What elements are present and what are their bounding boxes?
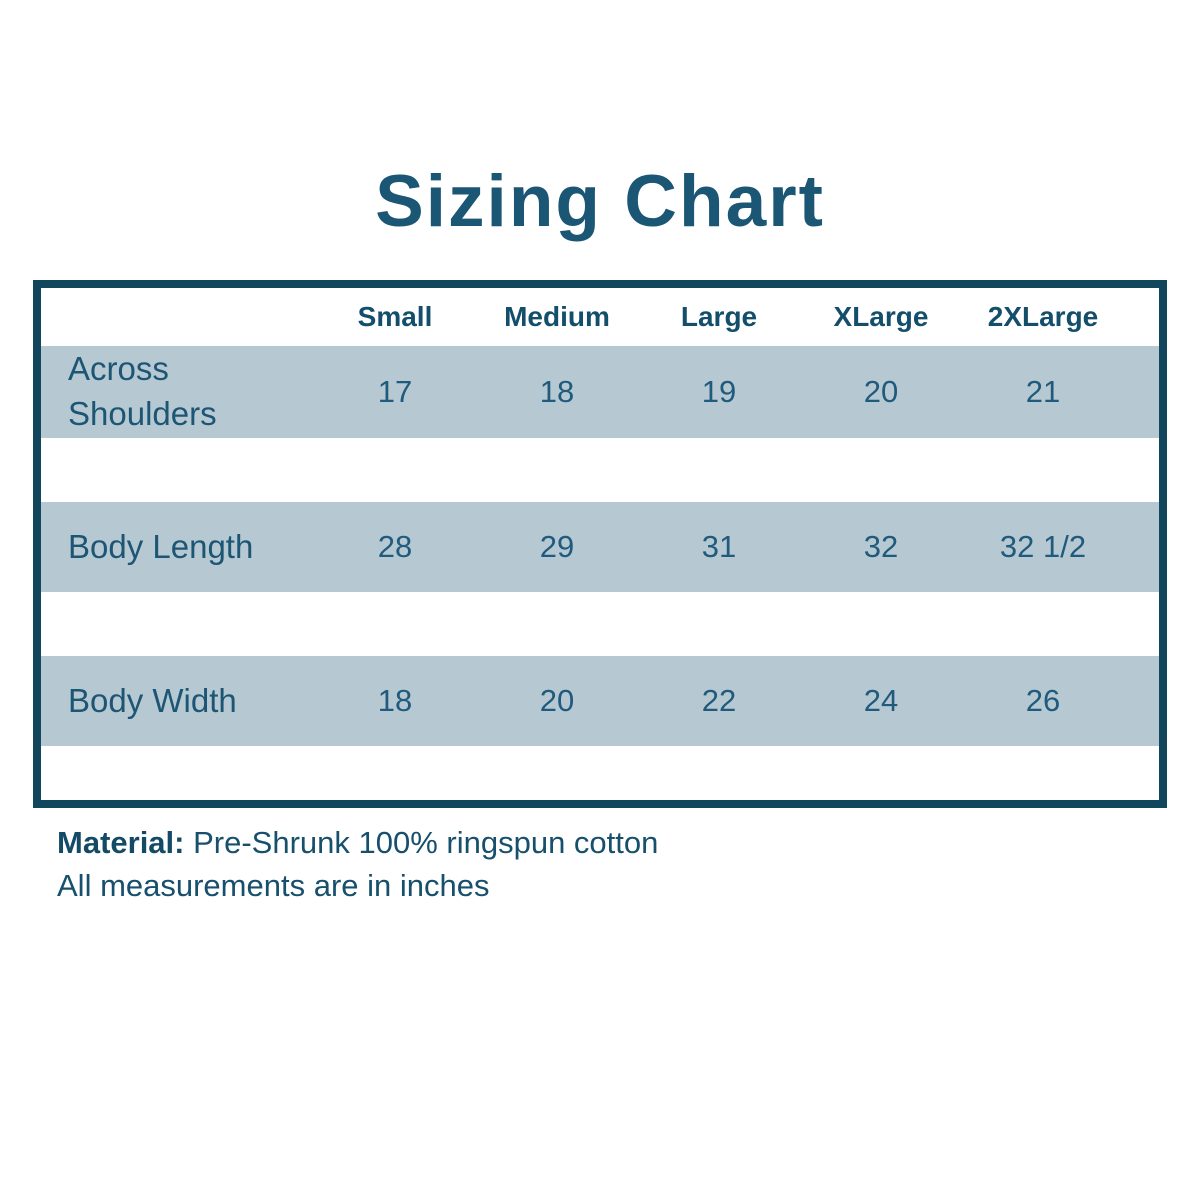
cell-body-width-large: 22 bbox=[701, 683, 737, 718]
cell-across-shoulders-large: 19 bbox=[701, 374, 737, 409]
sizing-table: Small Medium Large XLarge 2XLarge Across… bbox=[33, 280, 1167, 808]
material-line: Material: Pre-Shrunk 100% ringspun cotto… bbox=[57, 821, 658, 864]
table-bottom-filler bbox=[41, 746, 1159, 800]
cell-body-width-xlarge: 24 bbox=[863, 683, 899, 718]
row-spacer bbox=[41, 438, 1159, 502]
material-value: Pre-Shrunk 100% ringspun cotton bbox=[193, 825, 659, 860]
table-row-body-length: Body Length 28 29 31 32 32 1/2 bbox=[41, 502, 1159, 592]
material-label: Material: bbox=[57, 825, 185, 860]
cell-body-length-xlarge: 32 bbox=[863, 529, 899, 564]
cell-across-shoulders-medium: 18 bbox=[539, 374, 575, 409]
table-header-row: Small Medium Large XLarge 2XLarge bbox=[41, 288, 1159, 346]
footer-notes: Material: Pre-Shrunk 100% ringspun cotto… bbox=[57, 821, 658, 907]
cell-across-shoulders-small: 17 bbox=[377, 374, 413, 409]
cell-body-length-medium: 29 bbox=[539, 529, 575, 564]
table-row-across-shoulders: Across Shoulders 17 18 19 20 21 bbox=[41, 346, 1159, 438]
page-title: Sizing Chart bbox=[375, 161, 825, 242]
row-label-body-width: Body Width bbox=[68, 681, 237, 719]
cell-body-width-small: 18 bbox=[377, 683, 413, 718]
cell-across-shoulders-xlarge: 20 bbox=[863, 374, 899, 409]
cell-body-length-large: 31 bbox=[701, 529, 737, 564]
cell-body-width-2xlarge: 26 bbox=[1025, 683, 1061, 718]
header-cell-large: Large bbox=[680, 301, 758, 332]
header-cell-medium: Medium bbox=[504, 301, 610, 332]
measurements-note: All measurements are in inches bbox=[57, 868, 490, 903]
table-row-body-width: Body Width 18 20 22 24 26 bbox=[41, 656, 1159, 746]
row-label-across-shoulders: Across Shoulders bbox=[68, 350, 217, 432]
cell-body-length-small: 28 bbox=[377, 529, 413, 564]
header-cell-xlarge: XLarge bbox=[833, 301, 929, 332]
cell-body-width-medium: 20 bbox=[539, 683, 575, 718]
header-cell-small: Small bbox=[357, 301, 433, 332]
row-label-body-length: Body Length bbox=[68, 527, 254, 565]
cell-body-length-2xlarge: 32 1/2 bbox=[999, 529, 1087, 564]
header-cell-2xlarge: 2XLarge bbox=[987, 301, 1099, 332]
row-spacer bbox=[41, 592, 1159, 656]
cell-across-shoulders-2xlarge: 21 bbox=[1025, 374, 1061, 409]
